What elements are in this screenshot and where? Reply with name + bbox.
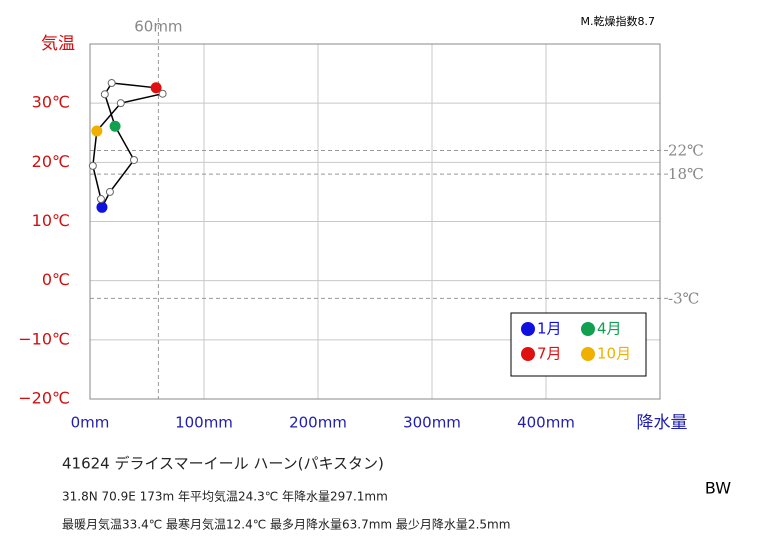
month-point [88,161,97,170]
y-tick-label: 20℃ [32,152,70,171]
plot-frame [89,43,661,400]
reference-label: 18℃ [668,165,704,183]
legend-label: 4月 [597,320,622,338]
y-tick-label: 0℃ [42,270,70,289]
legend-label: 1月 [537,320,562,338]
index-label: M.乾燥指数8.7 [581,14,655,28]
climate-class: BW [705,479,731,498]
x-axis-title: 降水量 [637,413,688,433]
month-point [105,187,114,196]
legend-box [510,312,647,377]
legend-marker [581,347,595,361]
month-point [96,195,105,204]
info-line: 31.8N 70.9E 173m 年平均気温24.3℃ 年降水量297.1mm [62,489,388,504]
x-tick-label: 0mm [71,414,110,432]
station-title: 41624 デライスマーイール ハーン(パキスタン) [62,455,384,473]
month-point [100,90,109,99]
y-tick-label: −20℃ [18,389,70,408]
legend-label: 10月 [597,345,631,363]
legend-marker [581,322,595,336]
month-marker [96,201,108,213]
y-tick-label: −10℃ [18,329,70,348]
month-marker [91,125,103,137]
reference-label: -3℃ [668,289,699,307]
y-axis-title: 気温 [41,34,75,54]
x-tick-label: 100mm [175,414,233,432]
x-tick-label: 300mm [403,414,461,432]
x-tick-label: 400mm [517,414,575,432]
month-marker [150,82,162,94]
x-tick-label: 200mm [289,414,347,432]
legend-label: 7月 [537,345,562,363]
y-tick-label: 30℃ [32,93,70,112]
y-tick-label: 10℃ [32,211,70,230]
month-point [130,155,139,164]
legend-marker [521,347,535,361]
reference-label: 60mm [134,18,182,36]
legend-marker [521,322,535,336]
month-point [158,89,167,98]
reference-label: 22℃ [668,142,704,160]
month-point [107,79,116,88]
info-line: 最暖月気温33.4℃ 最寒月気温12.4℃ 最多月降水量63.7mm 最少月降水… [62,517,510,532]
month-point [116,99,125,108]
month-marker [109,120,121,132]
